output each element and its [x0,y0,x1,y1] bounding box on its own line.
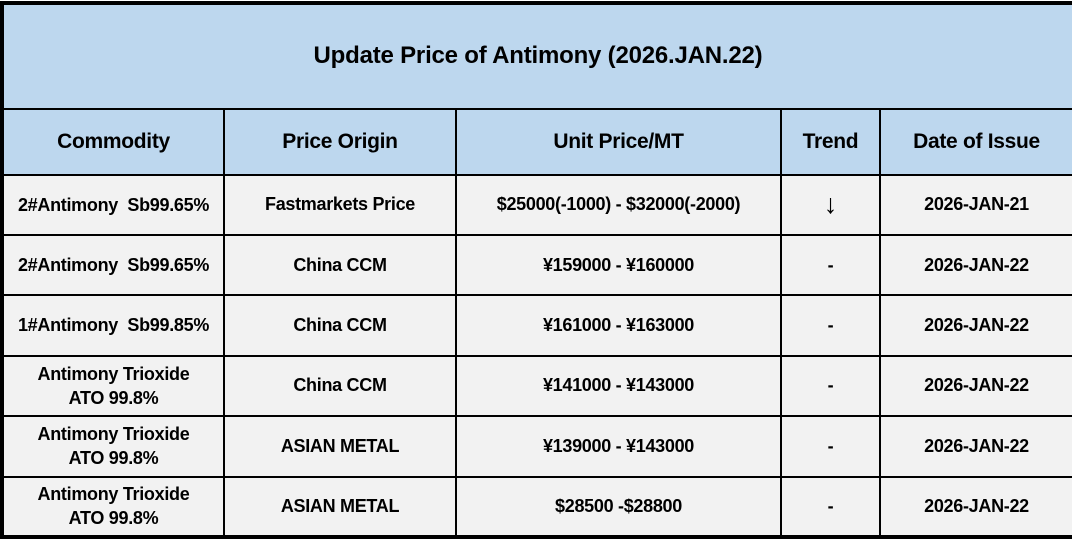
column-header-date-of-issue: Date of Issue [878,107,1072,176]
cell-trend: - [780,475,881,539]
cell-unit-price: ¥159000 - ¥160000 [455,233,782,297]
cell-price-origin: China CCM [223,294,457,357]
column-header-commodity: Commodity [1,107,225,176]
cell-trend: - [780,415,881,478]
column-header-price-origin: Price Origin [223,107,457,176]
trend-down-arrow-icon: ↓ [780,173,881,236]
cell-price-origin: ASIAN METAL [223,415,457,478]
cell-unit-price: ¥161000 - ¥163000 [455,294,782,357]
cell-commodity: Antimony Trioxide ATO 99.8% [1,475,225,539]
cell-commodity: 2#Antimony Sb99.65% [1,233,225,297]
cell-unit-price: ¥139000 - ¥143000 [455,415,782,478]
table-row: 1#Antimony Sb99.85% China CCM ¥161000 - … [1,294,1072,357]
cell-unit-price: $28500 -$28800 [455,475,782,539]
cell-date-of-issue: 2026-JAN-22 [878,354,1072,418]
table-row: Antimony Trioxide ATO 99.8% ASIAN METAL … [1,415,1072,478]
column-header-trend: Trend [780,107,881,176]
page-title: Update Price of Antimony (2026.JAN.22) [0,2,1072,110]
gridline-stub [875,1,878,3]
cell-commodity: 1#Antimony Sb99.85% [1,294,225,357]
cell-date-of-issue: 2026-JAN-22 [878,415,1072,478]
cell-price-origin: ASIAN METAL [223,475,457,539]
cell-unit-price: $25000(-1000) - $32000(-2000) [455,173,782,236]
gridline-stub [776,1,779,3]
cell-commodity: Antimony Trioxide ATO 99.8% [1,354,225,418]
table-row: Antimony Trioxide ATO 99.8% China CCM ¥1… [1,354,1072,418]
cell-date-of-issue: 2026-JAN-21 [878,173,1072,236]
table-row: Antimony Trioxide ATO 99.8% ASIAN METAL … [1,475,1072,539]
cell-date-of-issue: 2026-JAN-22 [878,294,1072,357]
header-row: Commodity Price Origin Unit Price/MT Tre… [1,107,1072,176]
column-header-unit-price: Unit Price/MT [455,107,782,176]
cell-trend: - [780,294,881,357]
cell-price-origin: Fastmarkets Price [223,173,457,236]
title-row: Update Price of Antimony (2026.JAN.22) [0,2,1072,110]
cell-date-of-issue: 2026-JAN-22 [878,233,1072,297]
gridline-stub [220,1,223,3]
cell-trend: - [780,233,881,297]
cell-unit-price: ¥141000 - ¥143000 [455,354,782,418]
cell-price-origin: China CCM [223,354,457,418]
table-row: 2#Antimony Sb99.65% Fastmarkets Price $2… [1,173,1072,236]
cell-price-origin: China CCM [223,233,457,297]
table-row: 2#Antimony Sb99.65% China CCM ¥159000 - … [1,233,1072,297]
gridline-stub [452,1,455,3]
cell-trend: - [780,354,881,418]
cell-commodity: Antimony Trioxide ATO 99.8% [1,415,225,478]
cell-date-of-issue: 2026-JAN-22 [878,475,1072,539]
cell-commodity: 2#Antimony Sb99.65% [1,173,225,236]
